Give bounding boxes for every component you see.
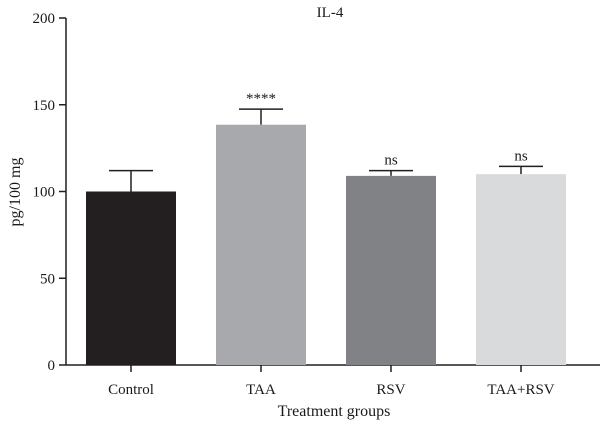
significance-label: ns: [514, 148, 528, 164]
bar-taa: [216, 124, 306, 365]
bar-taa-rsv: [476, 174, 566, 365]
x-axis: Control TAA RSV TAA+RSV: [66, 364, 600, 398]
y-axis: 0 50 100 150 200: [33, 11, 67, 374]
significance-label: ns: [384, 153, 398, 169]
bars: **** ns ns: [86, 91, 566, 365]
x-tick-label: RSV: [376, 382, 405, 398]
x-tick-label: TAA+RSV: [487, 382, 554, 398]
x-tick-label: TAA: [246, 382, 276, 398]
y-tick-label: 0: [48, 358, 56, 374]
y-tick-label: 150: [33, 98, 56, 114]
y-tick-label: 50: [40, 271, 55, 287]
y-axis-label: pg/100 mg: [7, 158, 24, 227]
chart-title: IL-4: [317, 5, 344, 21]
bar-rsv: [346, 175, 436, 365]
y-tick-label: 100: [33, 185, 56, 201]
x-axis-label: Treatment groups: [278, 403, 391, 420]
y-tick-label: 200: [33, 11, 56, 27]
bar-control: [86, 191, 176, 365]
significance-label: ****: [246, 91, 276, 107]
x-tick-label: Control: [108, 382, 154, 398]
